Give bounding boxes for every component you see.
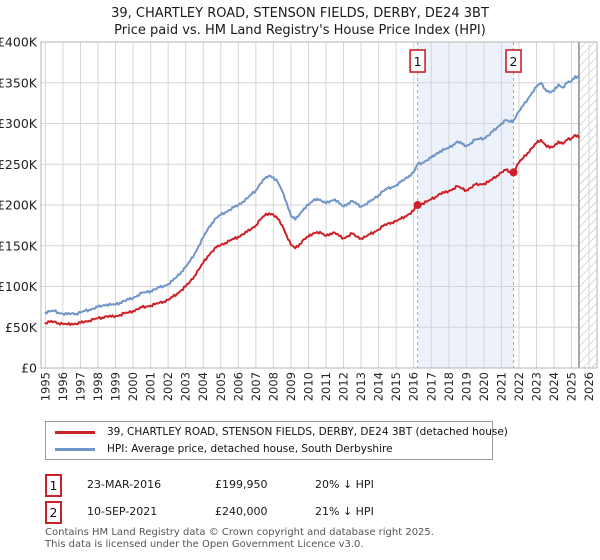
x-axis-tick-label: 2001 — [144, 372, 158, 401]
x-axis-tick-label: 1997 — [73, 372, 87, 401]
sale-1-number-badge: 1 — [45, 474, 62, 497]
x-axis-tick-label: 2011 — [319, 372, 333, 401]
chart-title: 39, CHARTLEY ROAD, STENSON FIELDS, DERBY… — [111, 6, 489, 21]
hpi-line-swatch — [55, 447, 95, 451]
y-axis-tick-label: £150K — [0, 238, 38, 253]
sale-annotation-row-1: 1 23-MAR-2016 £199,950 20% ↓ HPI — [45, 474, 585, 497]
x-axis-tick-label: 2010 — [301, 372, 315, 401]
x-axis-tick-label: 2012 — [337, 372, 351, 401]
x-axis-tick-label: 1995 — [38, 372, 52, 401]
hpi-line — [44, 75, 580, 316]
property-line-swatch — [55, 430, 95, 434]
legend-item-property: 39, CHARTLEY ROAD, STENSON FIELDS, DERBY… — [46, 425, 508, 440]
sale-2-number-badge: 2 — [45, 501, 62, 524]
footer-line-1: Contains HM Land Registry data © Crown c… — [45, 527, 434, 538]
x-axis-tick-label: 2013 — [354, 372, 368, 401]
x-axis-tick-label: 2009 — [284, 372, 298, 401]
y-axis-tick-label: £400K — [0, 35, 38, 50]
y-axis-tick-label: £50K — [5, 320, 38, 335]
sale-2-flag-number: 2 — [510, 54, 518, 69]
sale-2-price: £240,000 — [215, 505, 268, 518]
x-axis-tick-label: 2019 — [459, 372, 473, 401]
sale-1-flag — [409, 49, 426, 73]
x-axis-tick-label: 2018 — [442, 372, 456, 401]
y-axis-tick-label: £200K — [0, 198, 38, 213]
sale-1-date: 23-MAR-2016 — [87, 478, 162, 491]
x-axis-tick-label: 2015 — [389, 372, 403, 401]
sale-1-vs-hpi: 20% ↓ HPI — [315, 478, 374, 491]
x-axis-tick-label: 2004 — [196, 372, 210, 401]
x-axis-tick-label: 2022 — [512, 372, 526, 401]
x-axis-tick-label: 2020 — [477, 372, 491, 401]
legend-item-hpi: HPI: Average price, detached house, Sout… — [46, 442, 492, 457]
x-axis-tick-label: 2023 — [529, 372, 543, 401]
x-axis-tick-label: 2024 — [547, 372, 561, 401]
x-axis-tick-label: 2006 — [231, 372, 245, 401]
x-axis-tick-label: 2026 — [582, 372, 596, 401]
x-axis-tick-label: 1999 — [109, 372, 123, 401]
y-axis-tick-label: £300K — [0, 116, 38, 131]
x-axis-tick-label: 2008 — [266, 372, 280, 401]
property-price-line — [44, 133, 580, 327]
sale-1-marker — [413, 201, 422, 210]
legend-label-hpi: HPI: Average price, detached house, Sout… — [107, 443, 393, 455]
sale-2-flag — [505, 49, 522, 73]
x-axis-tick-label: 2021 — [494, 372, 508, 401]
x-axis-tick-label: 1996 — [56, 372, 70, 401]
chart-legend: 39, CHARTLEY ROAD, STENSON FIELDS, DERBY… — [45, 421, 508, 460]
price-history-chart: 1 2 £0 £50K £100K £150K £200K £250K £300K £350K £4… — [0, 35, 598, 401]
y-axis-tick-label: £250K — [0, 157, 38, 172]
x-axis-tick-label: 2025 — [565, 372, 579, 401]
x-axis-tick-label: 2016 — [407, 372, 421, 401]
x-axis-tick-label: 2017 — [424, 372, 438, 401]
sale-1-flag-number: 1 — [414, 54, 422, 69]
plot-frame — [40, 41, 598, 369]
future-months-hatch — [578, 42, 597, 368]
x-axis-tick-label: 2000 — [126, 372, 140, 401]
sale-2-vs-hpi: 21% ↓ HPI — [315, 505, 374, 518]
x-axis-tick-label: 1998 — [91, 372, 105, 401]
legend-label-property: 39, CHARTLEY ROAD, STENSON FIELDS, DERBY… — [107, 426, 508, 438]
x-axis-tick-label: 2014 — [372, 372, 386, 401]
x-axis-tick-label: 2007 — [249, 372, 263, 401]
y-axis-tick-label: £0 — [21, 361, 37, 376]
sale-2-marker — [509, 168, 518, 177]
y-axis-tick-label: £350K — [0, 75, 38, 90]
y-axis-tick-label: £100K — [0, 279, 38, 294]
sale-2-date: 10-SEP-2021 — [87, 505, 158, 518]
license-footer: Contains HM Land Registry data © Crown c… — [45, 527, 434, 550]
x-axis-tick-label: 2002 — [161, 372, 175, 401]
x-axis-tick-label: 2003 — [179, 372, 193, 401]
footer-line-2: This data is licensed under the Open Gov… — [45, 538, 364, 550]
sale-annotation-row-2: 2 10-SEP-2021 £240,000 21% ↓ HPI — [45, 501, 585, 524]
x-axis-tick-label: 2005 — [214, 372, 228, 401]
chart-subtitle: Price paid vs. HM Land Registry's House … — [114, 23, 486, 38]
sale-1-price: £199,950 — [215, 478, 268, 491]
